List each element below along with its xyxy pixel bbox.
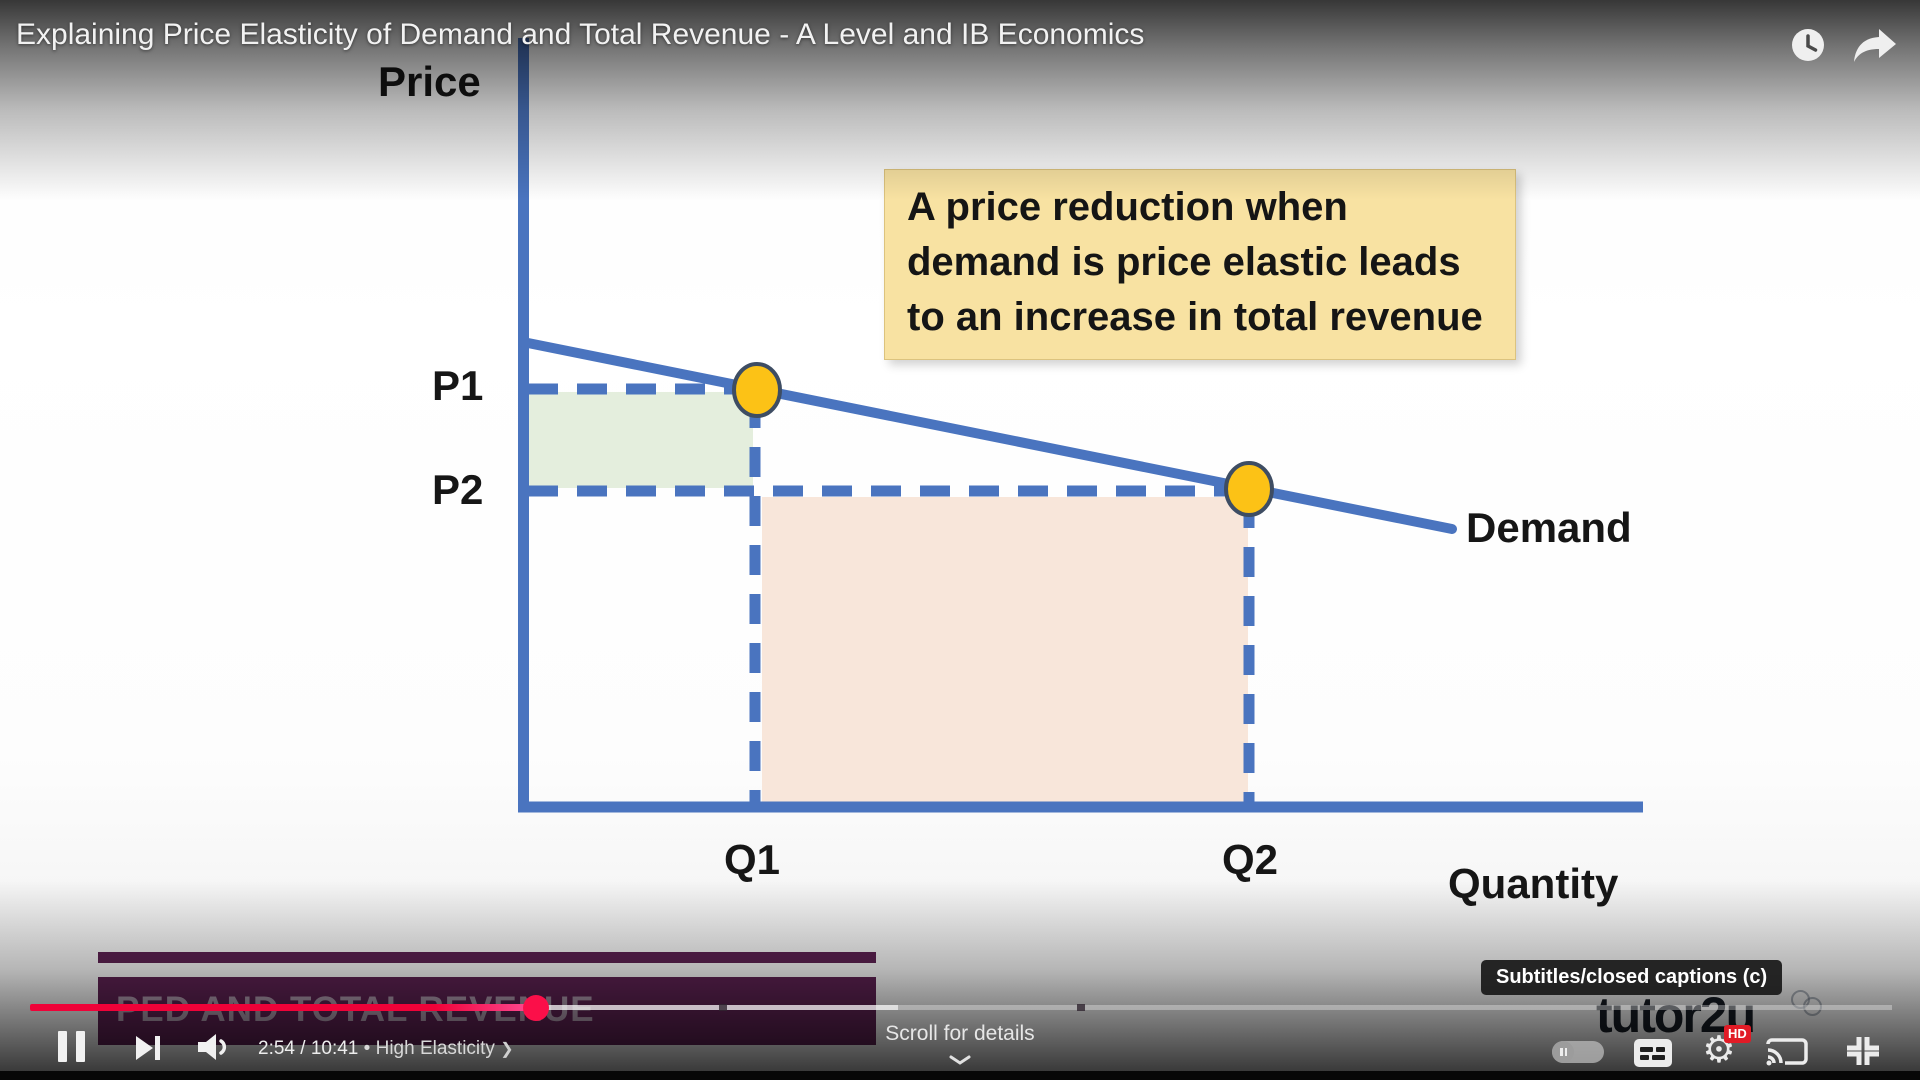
scroll-hint-chevron[interactable]	[0, 1052, 1920, 1070]
subtitles-button[interactable]	[1634, 1039, 1672, 1067]
video-title: Explaining Price Elasticity of Demand an…	[16, 18, 1145, 51]
pause-button[interactable]	[58, 1031, 86, 1063]
demand-label: Demand	[1466, 504, 1632, 551]
clock-icon	[1792, 28, 1824, 61]
share-arrow-icon	[1854, 28, 1896, 62]
point-p1q1	[732, 362, 782, 418]
autoplay-toggle-knob-pause-icon	[1552, 1041, 1574, 1063]
chevron-down-icon	[949, 1055, 971, 1065]
chapter-arrow-icon[interactable]: ❯	[500, 1041, 514, 1058]
share-button[interactable]	[1852, 24, 1896, 68]
p2-label: P2	[432, 466, 484, 513]
revenue-gained-area	[762, 497, 1248, 805]
chapter-gap	[1077, 1004, 1085, 1011]
next-button[interactable]	[136, 1036, 162, 1060]
time-current-duration: 2:54 / 10:41	[258, 1038, 359, 1059]
watch-later-button[interactable]	[1786, 24, 1830, 68]
fullscreen-exit-button[interactable]	[1846, 1036, 1880, 1066]
progress-buffered	[536, 1005, 898, 1010]
point-p2q2	[1224, 461, 1274, 517]
p1-label: P1	[432, 362, 484, 409]
autoplay-toggle[interactable]	[1552, 1041, 1604, 1063]
speaker-icon	[198, 1034, 227, 1060]
cc-icon	[1634, 1039, 1672, 1067]
callout-box: A price reduction when demand is price e…	[884, 169, 1516, 360]
revenue-lost-area	[528, 392, 753, 488]
top-overlay-gradient	[0, 0, 1920, 200]
exit-fullscreen-icon	[1847, 1037, 1879, 1065]
q1-label: Q1	[724, 836, 781, 883]
cc-tooltip: Subtitles/closed captions (c)	[1481, 960, 1783, 995]
progress-played	[30, 1004, 536, 1011]
chapter-gap	[719, 1004, 727, 1011]
demand-curve	[518, 337, 1457, 534]
progress-scrubber[interactable]	[523, 995, 549, 1021]
time-display: 2:54 / 10:41 • High Elasticity ❯	[258, 1038, 514, 1059]
scroll-for-details-hint[interactable]: Scroll for details	[885, 1022, 1035, 1045]
cast-button[interactable]	[1766, 1035, 1808, 1066]
chapter-title[interactable]: High Elasticity	[375, 1038, 495, 1059]
next-track-icon	[136, 1036, 160, 1060]
volume-button[interactable]	[198, 1033, 232, 1061]
hd-quality-badge: HD	[1724, 1025, 1751, 1044]
progress-track	[30, 1005, 1892, 1010]
q2-label: Q2	[1222, 836, 1279, 883]
progress-bar[interactable]	[30, 995, 1892, 1021]
bottom-edge-bar	[0, 1071, 1920, 1080]
cast-icon	[1766, 1038, 1808, 1066]
